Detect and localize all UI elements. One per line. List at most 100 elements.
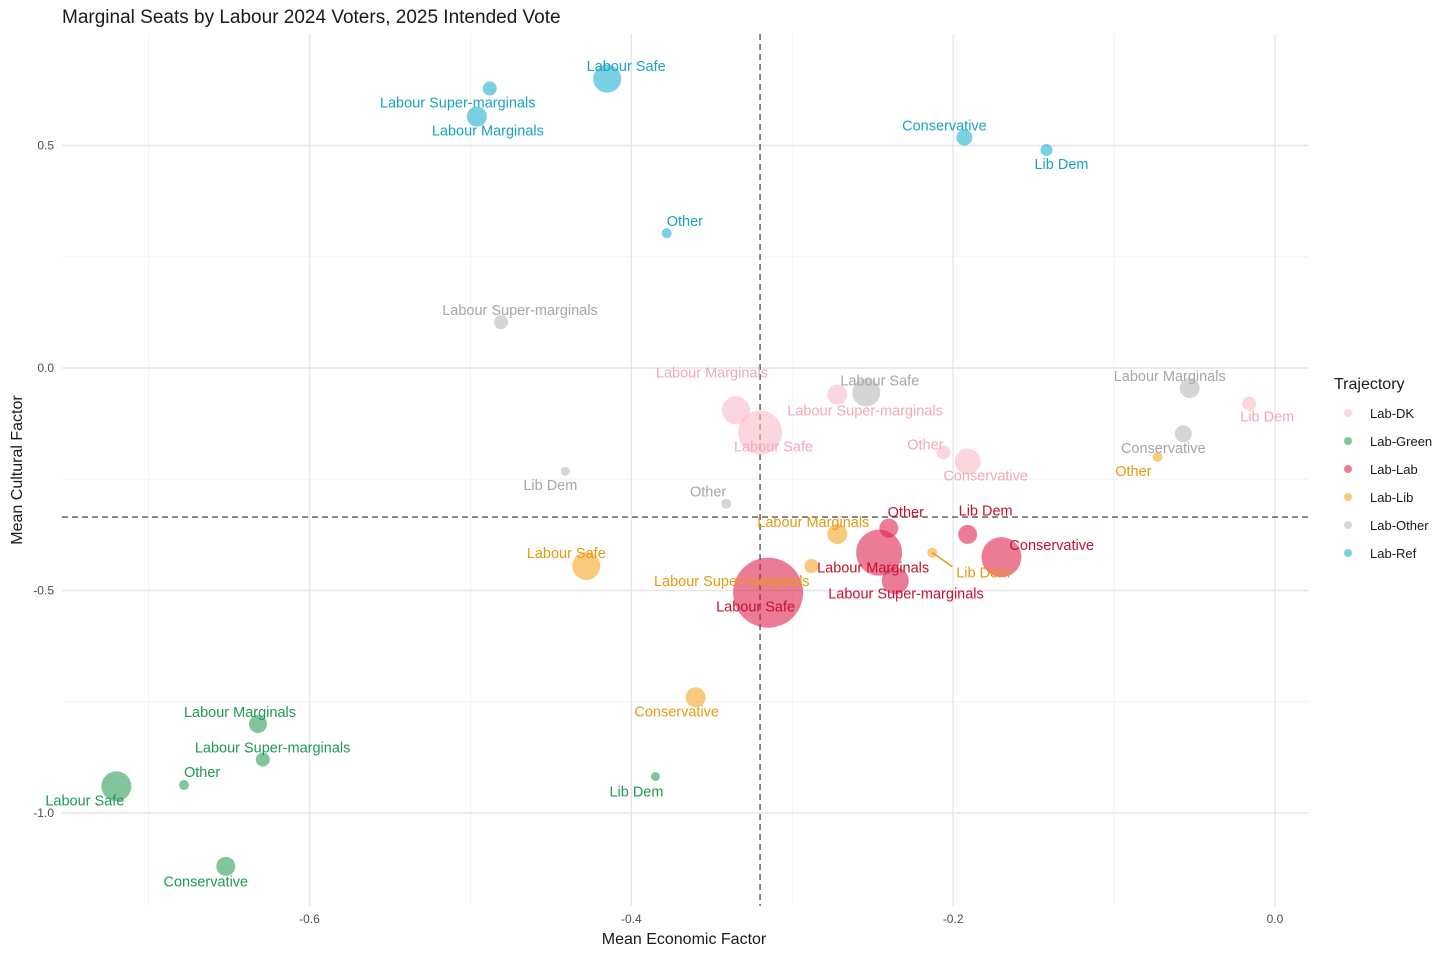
legend-label-lab-lab: Lab-Lab — [1370, 462, 1418, 477]
point-lab-lab-labour-marginals — [856, 529, 903, 576]
point-lab-other-lib-dem — [560, 466, 570, 476]
label-lab-other-lib-dem: Lib Dem — [523, 478, 577, 494]
label-lab-green-lib-dem: Lib Dem — [609, 785, 663, 801]
point-lab-dk-labour-safe — [738, 410, 783, 455]
point-lab-other-labour-super-marginals — [493, 315, 508, 330]
label-lab-green-conservative: Conservative — [163, 874, 248, 890]
label-lab-lib-labour-super-marginals: Labour Super-marginals — [654, 574, 810, 590]
point-lab-lib-other — [1152, 452, 1163, 462]
legend-swatch-lab-ref — [1344, 549, 1352, 557]
point-lab-green-conservative — [216, 856, 236, 876]
x-tick-label: -0.6 — [299, 912, 320, 926]
point-lab-other-labour-safe — [852, 378, 881, 407]
point-lab-ref-labour-marginals — [466, 106, 487, 127]
y-axis-title: Mean Cultural Factor — [9, 395, 26, 545]
label-lab-lib-conservative: Conservative — [634, 704, 719, 720]
point-lab-other-conservative — [1174, 425, 1192, 443]
point-lab-ref-labour-safe — [593, 64, 622, 93]
grid-lines — [62, 34, 1308, 906]
chart-title: Marginal Seats by Labour 2024 Voters, 20… — [62, 7, 561, 28]
label-lab-other-labour-marginals: Labour Marginals — [1114, 369, 1226, 385]
label-lab-dk-lib-dem: Lib Dem — [1240, 410, 1294, 426]
legend-label-lab-other: Lab-Other — [1370, 518, 1429, 533]
point-lab-lib-labour-super-marginals — [804, 559, 819, 574]
label-lab-lab-labour-safe: Labour Safe — [716, 600, 795, 616]
legend-label-lab-dk: Lab-DK — [1370, 406, 1414, 421]
x-tick-label: -0.2 — [943, 912, 964, 926]
label-leader-line — [931, 552, 953, 568]
point-lab-dk-other — [936, 445, 951, 460]
label-lab-green-other: Other — [184, 765, 220, 781]
point-lab-lib-conservative — [685, 687, 706, 708]
point-lab-dk-lib-dem — [1242, 396, 1257, 411]
label-lab-lab-labour-super-marginals: Labour Super-marginals — [828, 587, 984, 603]
point-lab-green-labour-super-marginals — [255, 752, 270, 767]
label-lab-other-other: Other — [690, 485, 726, 501]
data-points — [101, 64, 1257, 876]
point-lab-lab-lib-dem — [958, 524, 978, 544]
point-lab-ref-other — [661, 228, 672, 239]
label-lab-lab-conservative: Conservative — [1009, 538, 1094, 554]
point-lab-other-other — [721, 498, 732, 509]
point-lab-ref-labour-super-marginals — [482, 81, 497, 96]
y-tick-label: 0.5 — [37, 139, 54, 153]
point-lab-green-other — [178, 779, 189, 790]
point-lab-green-labour-safe — [101, 771, 132, 802]
point-lab-other-labour-marginals — [1179, 378, 1200, 399]
y-tick-label: 0.0 — [37, 361, 54, 375]
point-lab-lab-conservative — [981, 537, 1022, 578]
legend-swatch-lab-lab — [1344, 465, 1352, 473]
label-lab-dk-other: Other — [907, 438, 943, 454]
legend-swatch-lab-green — [1344, 437, 1352, 445]
reference-lines — [62, 34, 1308, 906]
label-lab-lib-other: Other — [1115, 464, 1151, 480]
label-lab-lab-labour-marginals: Labour Marginals — [817, 561, 929, 577]
x-axis-title: Mean Economic Factor — [602, 931, 767, 948]
y-tick-label: -0.5 — [33, 584, 54, 598]
legend: Trajectory Lab-DK Lab-Green Lab-Lab Lab-Lib… — [1334, 376, 1432, 561]
x-tick-label: -0.4 — [621, 912, 642, 926]
point-lab-lib-labour-marginals — [827, 523, 848, 544]
label-lab-ref-labour-safe: Labour Safe — [587, 59, 666, 75]
point-lab-ref-lib-dem — [1040, 143, 1053, 156]
point-lab-lib-labour-safe — [572, 552, 601, 581]
label-lab-green-labour-marginals: Labour Marginals — [184, 705, 296, 721]
data-labels: Labour Marginals Labour Safe Labour Super-… — [45, 59, 1294, 891]
point-lab-green-lib-dem — [650, 772, 660, 782]
label-lab-other-labour-super-marginals: Labour Super-marginals — [442, 303, 598, 319]
legend-swatch-lab-lib — [1344, 493, 1352, 501]
label-lab-green-labour-super-marginals: Labour Super-marginals — [195, 741, 351, 757]
label-lab-ref-conservative: Conservative — [902, 118, 987, 134]
label-lab-lib-labour-safe: Labour Safe — [527, 546, 606, 562]
label-lab-dk-labour-super-marginals: Labour Super-marginals — [787, 404, 943, 420]
label-lab-ref-labour-marginals: Labour Marginals — [432, 124, 544, 140]
label-lab-lib-labour-marginals: Labour Marginals — [757, 515, 869, 531]
point-lab-dk-labour-marginals — [721, 396, 750, 425]
point-lab-dk-labour-super-marginals — [827, 384, 848, 405]
axis-ticks: -0.6 -0.4 -0.2 0.0 0.5 0.0 -0.5 -1.0 — [33, 139, 1283, 927]
legend-title: Trajectory — [1334, 376, 1405, 393]
x-tick-label: 0.0 — [1267, 912, 1284, 926]
point-lab-lab-labour-super-marginals — [881, 567, 909, 595]
point-lab-dk-conservative — [954, 448, 981, 475]
point-lab-green-labour-marginals — [248, 715, 267, 733]
label-lab-other-labour-safe: Labour Safe — [840, 373, 919, 389]
label-lab-lab-lib-dem: Lib Dem — [959, 503, 1013, 519]
point-lab-lab-labour-safe — [733, 557, 804, 628]
label-lab-ref-other: Other — [667, 214, 703, 230]
label-lab-green-labour-safe: Labour Safe — [45, 793, 124, 809]
label-lab-ref-lib-dem: Lib Dem — [1034, 157, 1088, 173]
legend-label-lab-green: Lab-Green — [1370, 434, 1432, 449]
label-lab-other-conservative: Conservative — [1121, 441, 1206, 457]
label-lab-ref-labour-super-marginals: Labour Super-marginals — [380, 96, 536, 112]
label-lab-lib-lib-dem: Lib Dem — [956, 566, 1010, 582]
point-lab-lab-other — [879, 518, 899, 538]
legend-swatch-lab-other — [1344, 521, 1352, 529]
y-tick-label: -1.0 — [33, 806, 54, 820]
legend-swatch-lab-dk — [1344, 409, 1352, 417]
label-lab-dk-conservative: Conservative — [943, 468, 1028, 484]
label-lab-dk-labour-safe: Labour Safe — [734, 440, 813, 456]
legend-label-lab-ref: Lab-Ref — [1370, 546, 1417, 561]
point-lab-ref-conservative — [956, 129, 973, 146]
